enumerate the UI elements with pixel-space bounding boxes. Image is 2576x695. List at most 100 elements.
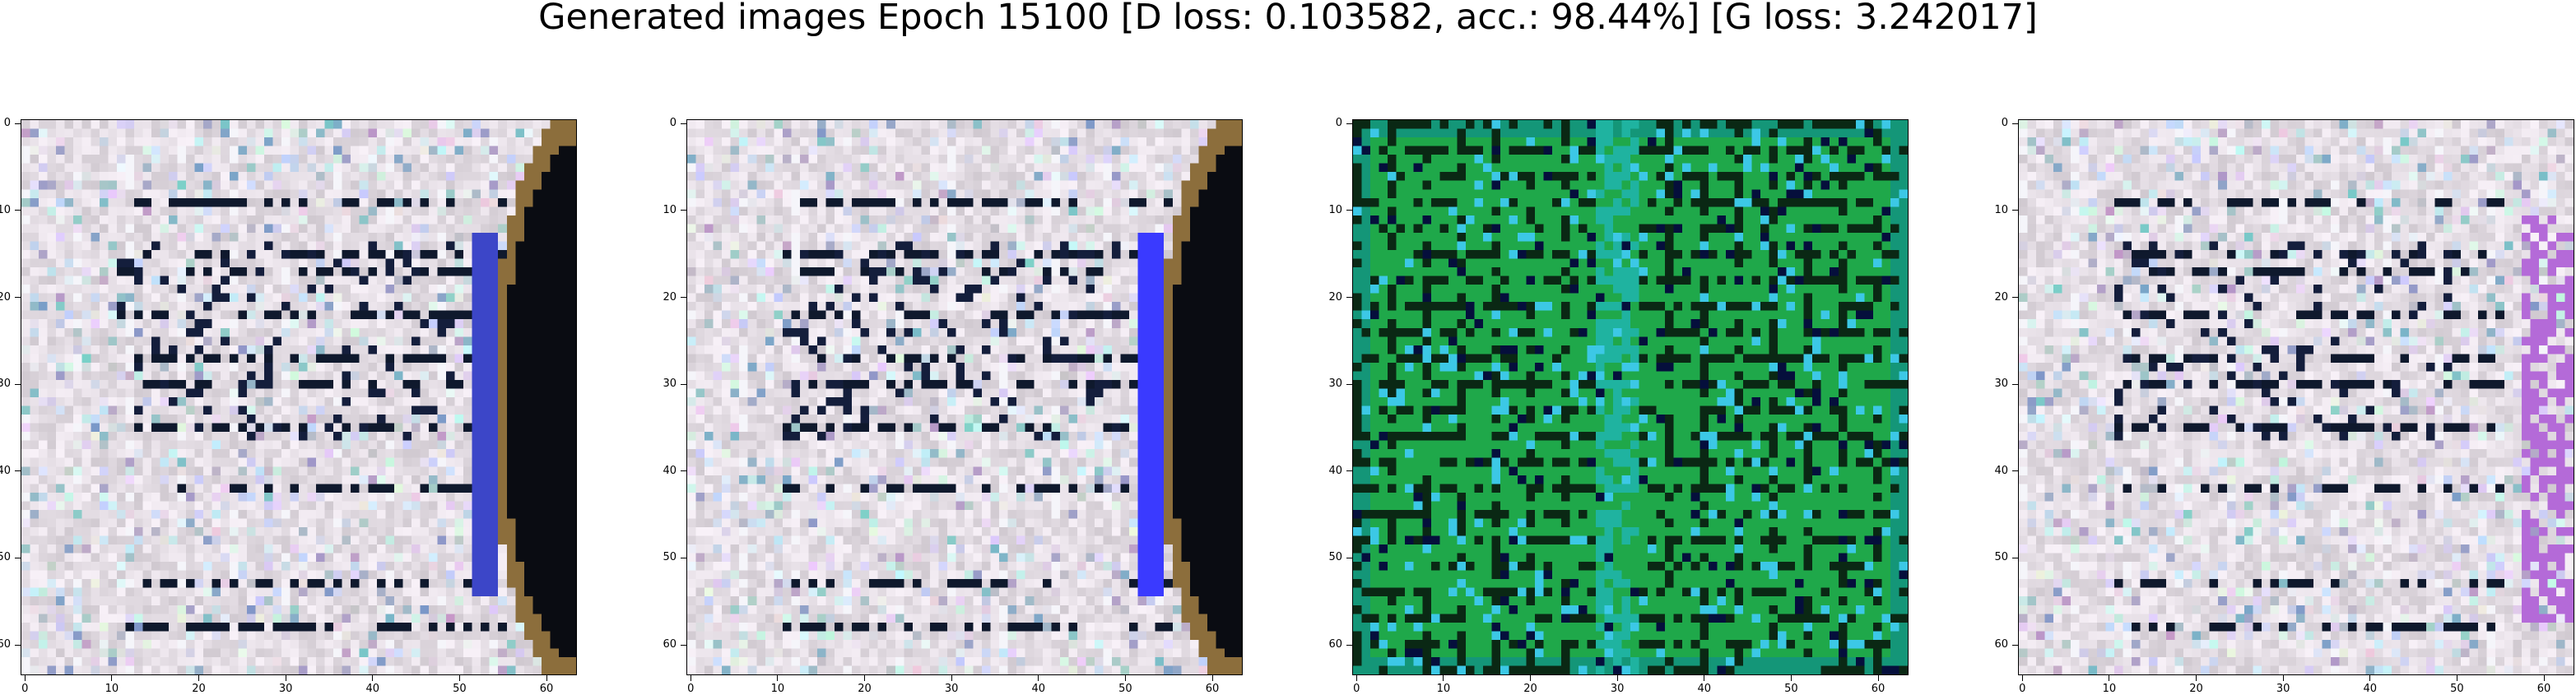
y-tick-mark (1346, 123, 1352, 124)
x-tick-label: 30 (1610, 683, 1625, 695)
y-tick-mark (681, 383, 686, 385)
x-tick-mark (690, 675, 691, 681)
x-tick-label: 40 (365, 683, 380, 695)
figure-title: Generated images Epoch 15100 [D loss: 0.… (538, 0, 2038, 38)
x-tick-label: 20 (2189, 683, 2203, 695)
y-tick-mark (1346, 297, 1352, 299)
y-tick-mark (681, 297, 686, 299)
y-tick-mark (681, 644, 686, 646)
image-frame (1352, 119, 1909, 675)
y-tick-label: 20 (0, 290, 11, 303)
y-tick-label: 20 (1994, 290, 2008, 303)
image-pixels (1353, 120, 1908, 674)
y-tick-label: 50 (663, 551, 677, 564)
y-tick-mark (2012, 470, 2018, 472)
y-tick-mark (15, 470, 21, 472)
x-tick-mark (1211, 675, 1213, 681)
y-tick-label: 10 (0, 203, 11, 216)
y-tick-label: 60 (1328, 638, 1342, 651)
generated-image-2: 0 10 20 30 40 50 60 0 10 20 30 40 50 60 (663, 118, 1243, 694)
x-tick-mark (2543, 675, 2545, 681)
x-tick-mark (111, 675, 113, 681)
y-tick-mark (15, 210, 21, 211)
image-pixels (21, 120, 576, 674)
generated-image-1: 0 10 20 30 40 50 60 0 10 20 30 40 50 60 (0, 118, 577, 694)
y-tick-label: 20 (663, 290, 677, 303)
x-tick-label: 10 (770, 683, 785, 695)
x-tick-mark (2369, 675, 2371, 681)
y-tick-mark (15, 383, 21, 385)
x-tick-label: 50 (2450, 683, 2464, 695)
y-tick-label: 0 (669, 117, 677, 130)
x-tick-mark (198, 675, 200, 681)
y-tick-label: 50 (1328, 551, 1342, 564)
y-tick-mark (1346, 644, 1352, 646)
y-tick-label: 60 (1994, 638, 2008, 651)
x-tick-label: 50 (1118, 683, 1132, 695)
x-tick-mark (1038, 675, 1039, 681)
y-tick-mark (2012, 383, 2018, 385)
x-tick-mark (777, 675, 779, 681)
x-tick-label: 30 (278, 683, 293, 695)
x-tick-label: 30 (944, 683, 959, 695)
y-tick-mark (1346, 470, 1352, 472)
y-tick-mark (2012, 644, 2018, 646)
y-tick-mark (1346, 210, 1352, 211)
y-tick-mark (2012, 297, 2018, 299)
x-tick-label: 20 (1523, 683, 1537, 695)
y-tick-label: 60 (663, 638, 677, 651)
image-frame (686, 119, 1243, 675)
y-tick-mark (15, 123, 21, 124)
x-tick-label: 60 (1871, 683, 1886, 695)
x-tick-mark (2282, 675, 2284, 681)
y-tick-mark (1346, 383, 1352, 385)
y-tick-label: 30 (0, 378, 11, 391)
x-tick-label: 50 (453, 683, 467, 695)
y-tick-label: 40 (663, 464, 677, 477)
y-tick-label: 40 (1328, 464, 1342, 477)
x-tick-mark (1616, 675, 1618, 681)
x-tick-mark (2196, 675, 2197, 681)
x-tick-label: 30 (2276, 683, 2290, 695)
x-tick-label: 10 (1436, 683, 1451, 695)
y-tick-label: 50 (0, 551, 11, 564)
x-tick-mark (951, 675, 952, 681)
y-tick-label: 10 (1994, 203, 2008, 216)
y-tick-label: 30 (663, 378, 677, 391)
y-tick-label: 30 (1328, 378, 1342, 391)
y-tick-mark (681, 123, 686, 124)
x-tick-mark (1124, 675, 1126, 681)
x-tick-label: 50 (1784, 683, 1798, 695)
y-tick-mark (2012, 123, 2018, 124)
y-tick-label: 50 (1994, 551, 2008, 564)
x-tick-label: 0 (1353, 683, 1360, 695)
y-tick-mark (2012, 210, 2018, 211)
x-tick-mark (1530, 675, 1532, 681)
x-tick-label: 60 (1205, 683, 1220, 695)
x-tick-label: 10 (105, 683, 119, 695)
y-tick-label: 20 (1328, 290, 1342, 303)
x-tick-label: 10 (2102, 683, 2117, 695)
y-tick-mark (681, 210, 686, 211)
x-tick-mark (1355, 675, 1357, 681)
image-pixels (2019, 120, 2574, 674)
x-tick-label: 60 (2536, 683, 2551, 695)
x-tick-label: 40 (1697, 683, 1712, 695)
x-tick-mark (546, 675, 547, 681)
x-tick-mark (864, 675, 866, 681)
y-tick-label: 10 (663, 203, 677, 216)
x-tick-mark (24, 675, 26, 681)
y-tick-label: 0 (1335, 117, 1342, 130)
y-tick-label: 10 (1328, 203, 1342, 216)
y-tick-label: 40 (1994, 464, 2008, 477)
y-tick-label: 30 (1994, 378, 2008, 391)
generated-image-3: 0 10 20 30 40 50 60 0 10 20 30 40 50 60 (1328, 118, 1909, 694)
x-tick-label: 40 (1031, 683, 1046, 695)
x-tick-label: 20 (858, 683, 872, 695)
x-tick-label: 60 (539, 683, 554, 695)
image-frame (21, 119, 577, 675)
x-tick-mark (2021, 675, 2023, 681)
x-tick-label: 0 (2019, 683, 2026, 695)
y-tick-label: 0 (2001, 117, 2008, 130)
x-tick-mark (458, 675, 460, 681)
